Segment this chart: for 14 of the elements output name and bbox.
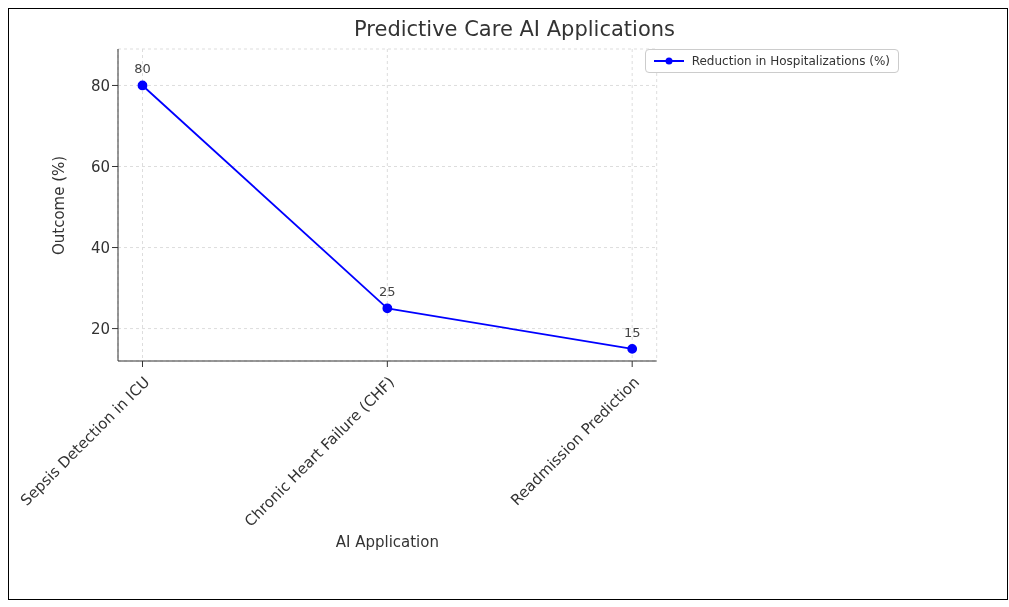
legend-label: Reduction in Hospitalizations (%) [691,54,890,68]
x-axis-title: AI Application [335,533,439,551]
data-label: 25 [379,284,396,300]
y-axis-title: Outcome (%) [50,155,69,255]
point [627,343,638,354]
chart-title: Predictive Care AI Applications [353,17,676,41]
point [382,303,393,314]
point [137,80,148,91]
data-label: 15 [623,324,641,340]
y-tick-label: 60 [90,157,110,176]
data-label: 80 [134,61,151,77]
y-tick-label: 40 [90,238,110,257]
y-tick-label: 80 [90,76,110,95]
y-tick-label: 20 [90,319,110,338]
